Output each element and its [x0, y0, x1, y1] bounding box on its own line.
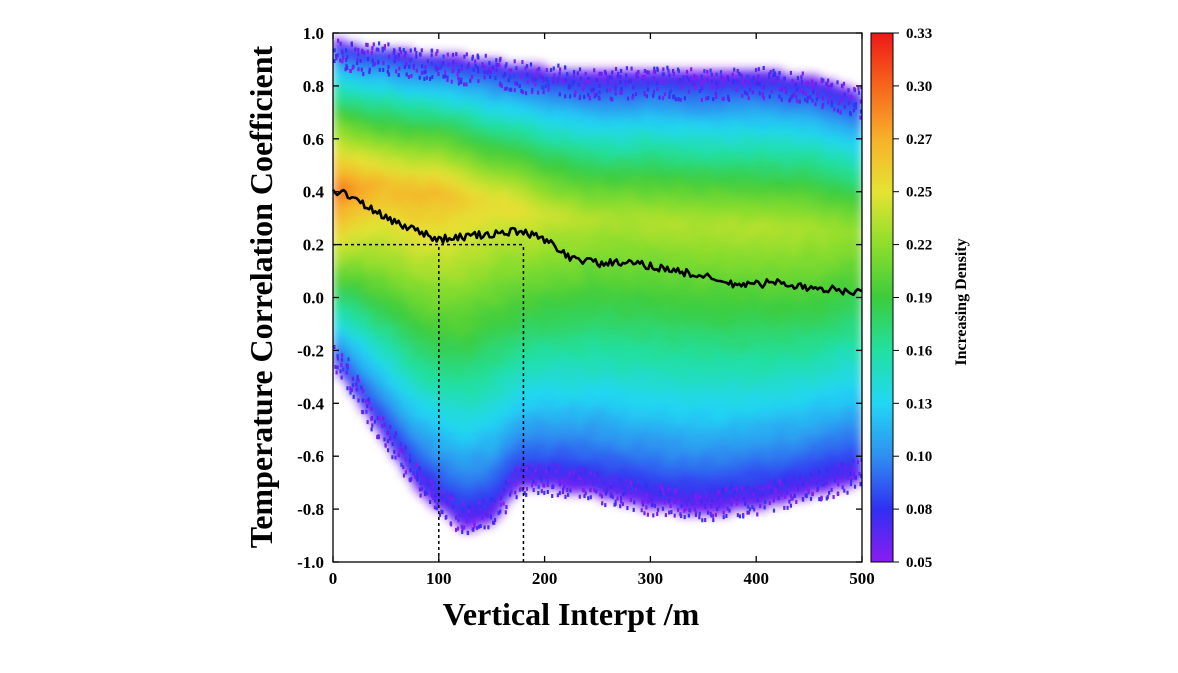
x-tick-label: 100 [426, 569, 452, 588]
colorbar-tick-label: 0.27 [906, 132, 933, 148]
colorbar-tick-label: 0.08 [906, 502, 932, 518]
x-tick-label: 500 [849, 569, 875, 588]
y-axis-label: Temperature Correlation Coefficient [243, 45, 279, 548]
y-tick-label: -0.2 [297, 341, 324, 360]
x-axis-label: Vertical Interpt /m [443, 596, 700, 632]
colorbar-tick-label: 0.19 [906, 291, 932, 307]
colorbar-tick-label: 0.33 [906, 26, 932, 42]
colorbar-tick-label: 0.10 [906, 449, 932, 465]
colorbar-scale [870, 32, 894, 563]
y-tick-label: 0.8 [303, 77, 324, 96]
colorbar: 0.33 0.30 0.27 0.25 0.22 0.19 0.16 0.13 0.10 0.08… [870, 26, 970, 571]
y-tick-label: 0.4 [303, 183, 325, 202]
y-tick-label: -0.6 [297, 447, 324, 466]
x-axis: 0 100 200 300 400 500 [329, 33, 875, 588]
y-axis: 1.0 0.8 0.6 0.4 0.2 0.0 -0.2 -0.4 -0.6 -0.8 -1.0 [297, 24, 862, 572]
y-tick-label: 0.0 [303, 289, 324, 308]
y-tick-label: 0.2 [303, 236, 324, 255]
y-tick-label: -1.0 [297, 553, 324, 572]
colorbar-tick-label: 0.13 [906, 396, 932, 412]
colorbar-label: Increasing Density [953, 238, 970, 365]
colorbar-tick-label: 0.25 [906, 185, 932, 201]
x-tick-label: 300 [638, 569, 664, 588]
y-tick-label: -0.8 [297, 500, 324, 519]
density-heatmap [333, 38, 862, 536]
x-tick-label: 200 [532, 569, 558, 588]
colorbar-tick-label: 0.22 [906, 238, 932, 254]
x-tick-label: 400 [743, 569, 769, 588]
reference-lines [333, 243, 525, 562]
mean-correlation-line [331, 188, 863, 297]
colorbar-tick-label: 0.05 [906, 555, 932, 571]
colorbar-tick-label: 0.30 [906, 79, 932, 95]
y-tick-label: 1.0 [303, 24, 324, 43]
x-tick-label: 0 [329, 569, 338, 588]
y-tick-label: 0.6 [303, 130, 324, 149]
y-tick-label: -0.4 [297, 394, 324, 413]
colorbar-tick-label: 0.16 [906, 343, 933, 359]
